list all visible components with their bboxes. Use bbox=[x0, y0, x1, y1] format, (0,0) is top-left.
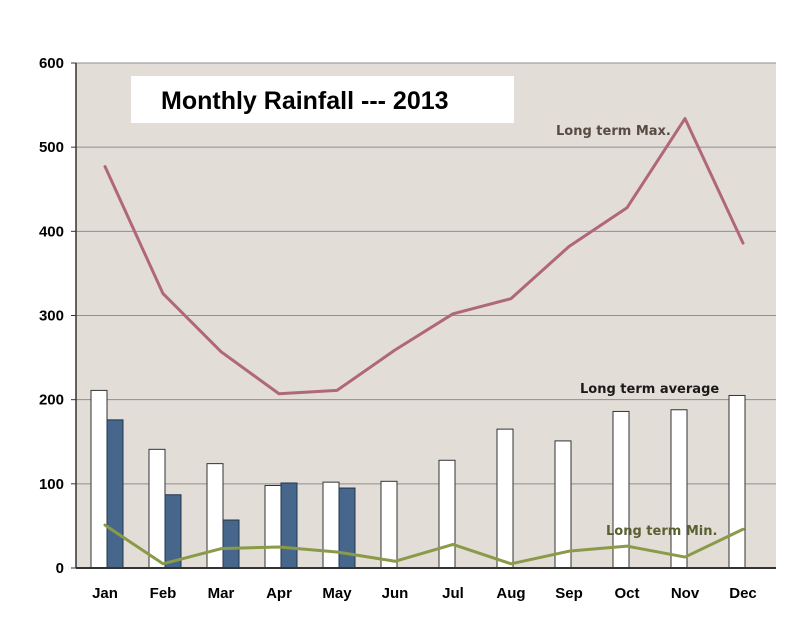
y-tick-label: 600 bbox=[39, 55, 64, 72]
x-tick-label: Sep bbox=[555, 585, 583, 602]
bar-2013 bbox=[222, 519, 240, 569]
bar-long-term-average bbox=[264, 485, 282, 569]
y-tick-label: 200 bbox=[39, 392, 64, 409]
x-tick-label: Nov bbox=[671, 585, 700, 602]
bar-long-term-average bbox=[728, 394, 746, 569]
bar-long-term-average bbox=[612, 410, 630, 569]
line-long-term-min bbox=[103, 523, 745, 566]
x-tick-label: Oct bbox=[614, 585, 639, 602]
x-tick-label: Jul bbox=[442, 585, 464, 602]
x-tick-label: Feb bbox=[150, 585, 177, 602]
bar-long-term-average bbox=[554, 440, 572, 569]
annotation-average: Long term average bbox=[580, 382, 719, 397]
x-tick-label: Dec bbox=[729, 585, 757, 602]
annotation-min: Long term Min. bbox=[606, 524, 717, 539]
x-tick-label: Jun bbox=[382, 585, 409, 602]
y-tick-label: 400 bbox=[39, 223, 64, 240]
annotation-max: Long term Max. bbox=[556, 124, 671, 139]
y-tick-label: 300 bbox=[39, 308, 64, 325]
bar-long-term-average bbox=[380, 480, 398, 569]
x-tick-label: Jan bbox=[92, 585, 118, 602]
y-tick-label: 100 bbox=[39, 476, 64, 493]
bar-long-term-average bbox=[496, 428, 514, 569]
series-lines bbox=[103, 117, 745, 566]
x-tick-label: Mar bbox=[208, 585, 235, 602]
bar-long-term-average bbox=[670, 409, 688, 569]
chart-title-box bbox=[131, 76, 514, 123]
bar-long-term-average bbox=[438, 459, 456, 569]
bar-2013 bbox=[106, 419, 124, 569]
x-tick-label: Aug bbox=[496, 585, 525, 602]
y-tick-label: 0 bbox=[56, 560, 64, 577]
bar-long-term-average bbox=[148, 448, 166, 569]
chart-title: Monthly Rainfall --- 2013 bbox=[161, 87, 449, 115]
bar-2013 bbox=[164, 494, 182, 569]
y-tick-label: 500 bbox=[39, 139, 64, 156]
x-tick-label: May bbox=[322, 585, 352, 602]
bar-2013 bbox=[280, 482, 298, 569]
gridlines bbox=[76, 62, 776, 485]
x-tick-label: Apr bbox=[266, 585, 292, 602]
line-long-term-max bbox=[103, 117, 745, 396]
bar-long-term-average bbox=[90, 389, 108, 569]
x-axis-ticks: Jan Feb Mar Apr May Jun Jul Aug Sep Oct Nov Dec bbox=[92, 585, 757, 602]
y-axis-ticks: 0 100 200 300 400 500 600 bbox=[39, 55, 76, 577]
bar-long-term-average bbox=[322, 481, 340, 569]
